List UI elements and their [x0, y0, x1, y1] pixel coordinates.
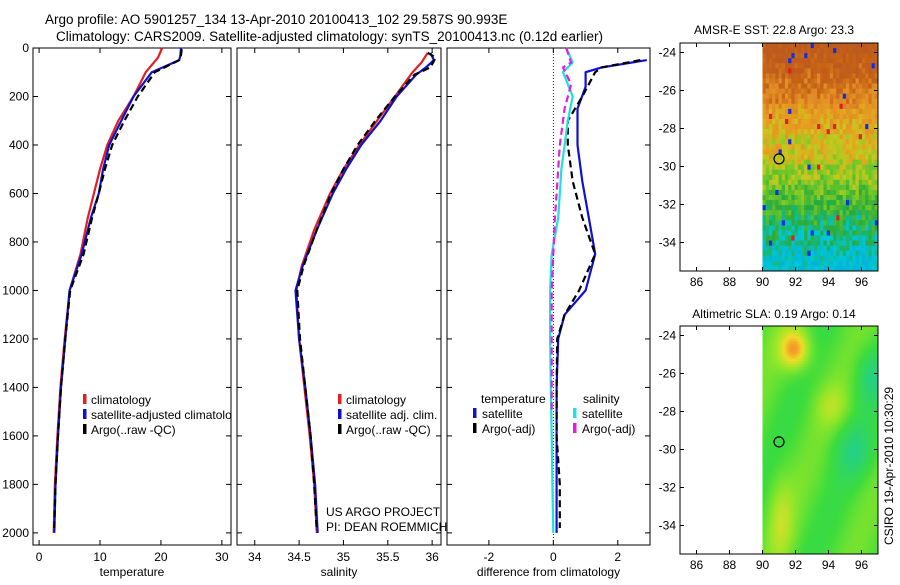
sst-map-xtick-label: 90 [756, 275, 770, 289]
depth-tick-label: 1000 [2, 283, 29, 297]
legend-label: Argo(-adj) [582, 422, 635, 436]
depth-tick-label: 2000 [2, 526, 29, 540]
difference-profile-xtick-label: 0 [550, 550, 557, 564]
sst-map-ytick-label: -26 [659, 84, 677, 98]
sla-map-xtick-label: 86 [690, 558, 704, 572]
sst-map-ytick-label: -24 [659, 46, 677, 60]
legend-group-temperature: temperature [481, 392, 546, 406]
salinity-profile-xtick-label: 35.5 [376, 550, 400, 564]
sst-map-ytick-label: -28 [659, 122, 677, 136]
legend-swatch [573, 408, 577, 418]
sla-map-panel: 86 88 90 92 94 96 -24 -26 -28 -30 -32 -34 Altimetric… [659, 307, 879, 572]
depth-tick-label: 1800 [2, 477, 29, 491]
credit-project: US ARGO PROJECT [326, 505, 441, 519]
depth-tick-label: 0 [22, 41, 29, 55]
sst-map-ytick-label: -32 [659, 198, 677, 212]
temperature-panel: 0 10 20 30 0 200 400 600 800 1000 1200 1400 1600 1800… [2, 41, 244, 579]
temperature-profile-xtick-label: 30 [215, 550, 229, 564]
sla-map-xtick-label: 94 [822, 558, 836, 572]
legend-label: Argo(..raw -QC) [91, 423, 176, 437]
legend-swatch [83, 424, 87, 434]
legend-swatch [573, 423, 577, 433]
sst-map-xtick-label: 96 [855, 275, 869, 289]
sla-map-xtick-label: 92 [789, 558, 803, 572]
sst-map-panel: 86 88 90 92 94 96 -24 -26 -28 -30 -32 -34 AMSR-E SST… [659, 23, 879, 289]
credit-pi: PI: DEAN ROEMMICH [326, 520, 447, 534]
temperature-profile-frame [33, 48, 231, 545]
figure-title-line1: Argo profile: AO 5901257_134 13-Apr-2010… [45, 12, 507, 27]
salinity-profile-xtick-label: 36 [425, 550, 439, 564]
sla-map-cells [763, 326, 879, 554]
credit-side-text: CSIRO 19-Apr-2010 10:30:29 [882, 387, 896, 545]
sst-map-title: AMSR-E SST: 22.8 Argo: 23.3 [694, 23, 854, 37]
legend-swatch [473, 423, 477, 433]
depth-tick-label: 1400 [2, 380, 29, 394]
legend-swatch [338, 394, 342, 404]
legend-swatch [338, 409, 342, 419]
salinity-profile-frame [237, 48, 441, 545]
temperature-profile-xtick-label: 20 [154, 550, 168, 564]
legend-swatch [83, 409, 87, 419]
depth-tick-label: 600 [9, 186, 29, 200]
legend-label: climatology [91, 393, 151, 407]
depth-tick-label: 1600 [2, 429, 29, 443]
salinity-profile-xlabel: salinity [321, 565, 358, 579]
difference-profile-frame [447, 48, 650, 545]
legend-label: satellite-adjusted climatology [91, 408, 244, 422]
depth-tick-label: 1200 [2, 332, 29, 346]
depth-tick-label: 200 [9, 89, 29, 103]
legend-label: satellite [582, 407, 623, 421]
difference-profile-xtick-label: -2 [484, 550, 495, 564]
sla-map-ytick-label: -26 [659, 367, 677, 381]
legend-label: Argo(-adj) [482, 422, 535, 436]
legend-swatch [473, 408, 477, 418]
legend-swatch [83, 394, 87, 404]
difference-profile-xtick-label: 2 [614, 550, 621, 564]
sla-map-xtick-label: 96 [855, 558, 869, 572]
depth-tick-label: 800 [9, 235, 29, 249]
salinity-profile-xtick-label: 34.5 [287, 550, 311, 564]
sla-map-ytick-label: -28 [659, 405, 677, 419]
sla-map-title: Altimetric SLA: 0.19 Argo: 0.14 [692, 307, 856, 321]
legend-label: Argo(..raw -QC) [346, 423, 431, 437]
salinity-panel: 34 34.5 35 35.5 36 salinity climatologysatelli… [237, 48, 441, 579]
temperature-profile-xtick-label: 0 [36, 550, 43, 564]
sst-map-xtick-label: 92 [789, 275, 803, 289]
difference-profile-xlabel: difference from climatology [477, 565, 620, 579]
legend-group-salinity: salinity [583, 392, 620, 406]
sst-map-ytick-label: -30 [659, 160, 677, 174]
sst-map-xtick-label: 88 [723, 275, 737, 289]
legend-swatch [338, 424, 342, 434]
figure-title-line2: Climatology: CARS2009. Satellite-adjuste… [56, 29, 603, 44]
sla-map-ytick-label: -24 [659, 329, 677, 343]
sla-map-ytick-label: -32 [659, 481, 677, 495]
sst-map-xtick-label: 86 [690, 275, 704, 289]
temperature-profile-xlabel: temperature [100, 565, 165, 579]
sla-map-ytick-label: -34 [659, 519, 677, 533]
temperature-profile-xtick-label: 10 [93, 550, 107, 564]
legend-label: satellite [482, 407, 523, 421]
sla-map-xtick-label: 88 [723, 558, 737, 572]
salinity-profile-xtick-label: 34 [248, 550, 262, 564]
sla-map-ytick-label: -30 [659, 443, 677, 457]
legend-label: climatology [346, 393, 406, 407]
sst-map-cells [763, 43, 879, 271]
legend-label: satellite adj. clim. [346, 408, 437, 422]
sst-map-xtick-label: 94 [822, 275, 836, 289]
depth-tick-label: 400 [9, 138, 29, 152]
salinity-profile-xtick-label: 35 [337, 550, 351, 564]
sst-map-ytick-label: -34 [659, 236, 677, 250]
sla-map-xtick-label: 90 [756, 558, 770, 572]
